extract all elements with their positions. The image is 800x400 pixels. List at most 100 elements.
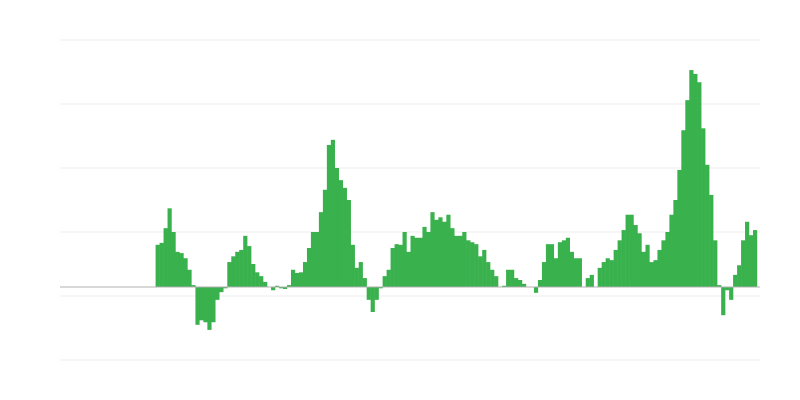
bar-139 (613, 249, 618, 288)
bar-127 (565, 237, 571, 288)
bar-108 (490, 269, 495, 288)
bar-129 (573, 258, 578, 288)
bar-92 (426, 232, 431, 288)
bar-128 (569, 251, 574, 288)
bar-36 (203, 287, 208, 323)
bar-170 (737, 265, 742, 288)
bar-130 (577, 258, 582, 288)
bar-81 (382, 276, 387, 288)
bar-113 (510, 269, 515, 288)
bar-114 (514, 278, 519, 288)
bar-174 (753, 230, 758, 288)
bar-66 (322, 189, 328, 288)
bar-123 (549, 244, 555, 288)
bar-121 (541, 262, 547, 288)
bar-73 (350, 244, 355, 288)
bar-82 (386, 269, 391, 288)
bar-55 (279, 287, 284, 289)
bar-158 (689, 70, 694, 288)
bar-111 (502, 285, 507, 288)
bar-31 (183, 258, 188, 288)
bar-132 (585, 278, 590, 288)
bar-62 (306, 248, 312, 288)
bar-27 (167, 208, 172, 288)
bar-141 (621, 230, 626, 288)
bar-119 (533, 287, 539, 293)
bar-93 (430, 212, 435, 288)
bar-34 (195, 287, 200, 325)
bar-79 (374, 287, 379, 300)
bar-43 (231, 256, 236, 288)
bar-167 (725, 287, 730, 291)
bar-24 (155, 244, 160, 288)
bar-90 (418, 237, 423, 288)
bar-159 (693, 73, 698, 288)
bar-48 (251, 264, 256, 288)
bar-50 (259, 276, 264, 288)
bar-44 (235, 251, 240, 288)
bar-69 (334, 168, 339, 288)
bar-65 (318, 212, 324, 288)
bar-53 (271, 287, 276, 291)
bar-29 (175, 251, 180, 288)
bar-32 (187, 269, 192, 288)
bar-149 (653, 260, 658, 288)
bar-71 (342, 187, 347, 288)
bar-35 (199, 287, 204, 321)
bar-74 (354, 267, 359, 288)
bar-112 (506, 269, 511, 288)
bar-152 (665, 232, 670, 288)
bar-140 (617, 240, 622, 288)
bar-168 (729, 287, 734, 300)
bars (155, 70, 758, 330)
bar-122 (545, 244, 551, 288)
bar-30 (179, 253, 184, 288)
bar-41 (223, 287, 228, 289)
bar-45 (239, 249, 244, 288)
bar-107 (486, 262, 491, 288)
bar-126 (561, 240, 567, 288)
bar-145 (637, 233, 642, 288)
bar-171 (741, 240, 746, 288)
bar-151 (661, 240, 666, 288)
bar-28 (171, 232, 176, 288)
bar-106 (482, 249, 487, 288)
bar-84 (394, 244, 399, 288)
bar-47 (247, 246, 252, 288)
bar-133 (589, 274, 594, 288)
bar-146 (641, 251, 646, 288)
bar-104 (474, 244, 479, 288)
bar-33 (191, 285, 196, 288)
bar-135 (597, 267, 602, 288)
bar-51 (263, 281, 268, 288)
bar-25 (159, 242, 164, 288)
bar-86 (402, 232, 407, 288)
bar-165 (717, 285, 722, 288)
bar-156 (681, 130, 686, 288)
bar-75 (358, 262, 363, 288)
bar-96 (442, 221, 447, 288)
bar-77 (366, 287, 371, 300)
bar-166 (721, 287, 726, 316)
bar-38 (211, 287, 216, 323)
bar-115 (518, 280, 523, 288)
bar-60 (298, 272, 304, 288)
bar-109 (494, 276, 499, 288)
bar-102 (466, 240, 471, 288)
bar-160 (697, 82, 702, 288)
bar-142 (625, 214, 630, 288)
bar-116 (522, 283, 527, 288)
bar-64 (314, 232, 320, 288)
bar-68 (330, 139, 336, 288)
bar-67 (326, 144, 332, 288)
bar-148 (649, 262, 654, 288)
bar-125 (557, 242, 563, 288)
bar-39 (215, 287, 220, 300)
bar-143 (629, 214, 634, 288)
bar-150 (657, 249, 662, 288)
bar-83 (390, 248, 395, 288)
bar-89 (414, 237, 419, 288)
bar-98 (450, 228, 455, 288)
bar-88 (410, 235, 415, 288)
